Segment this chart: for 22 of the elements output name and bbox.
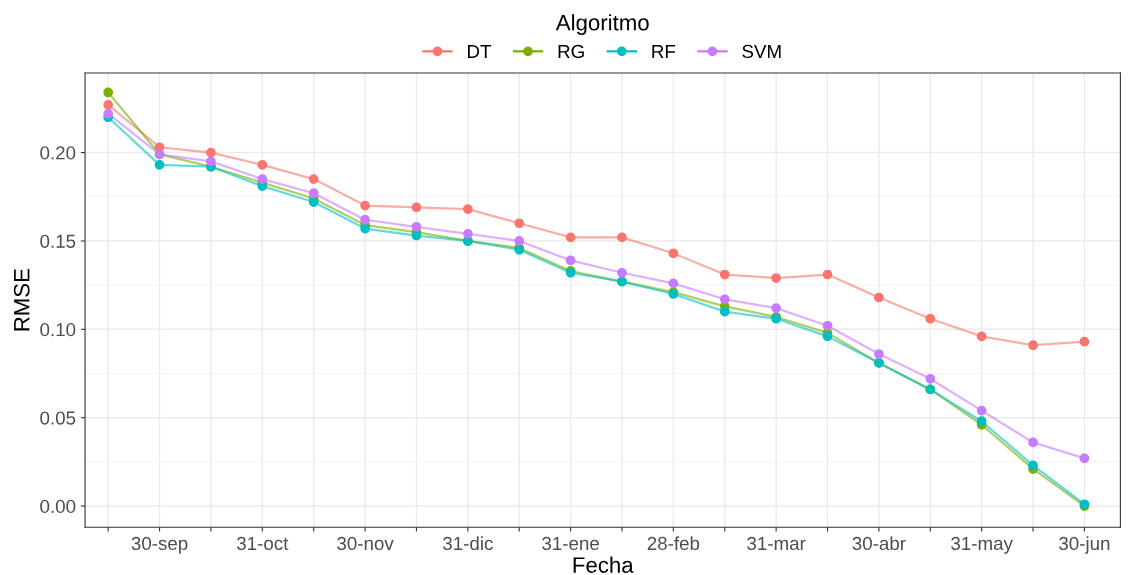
legend-label: SVM (742, 44, 781, 59)
x-tick-label: 28-feb (647, 536, 700, 551)
y-axis-title: RMSE (13, 269, 30, 331)
y-tick-label: 0.20 (40, 146, 76, 160)
legend-label: RG (558, 44, 584, 59)
x-tick-label: 31-oct (236, 536, 289, 551)
legend-label: RF (652, 44, 676, 58)
y-tick-label: 0.10 (40, 323, 76, 337)
x-tick-label: 30-sep (131, 536, 188, 554)
x-axis-title: Fecha (573, 556, 634, 573)
x-tick-label: 31-dic (443, 536, 493, 551)
x-tick-label: 30-jun (1059, 536, 1110, 554)
x-tick-label: 30-nov (337, 536, 394, 551)
legend-label: DT (468, 44, 492, 58)
x-tick-label: 31-mar (747, 536, 806, 551)
legend-title: Algoritmo (555, 14, 649, 35)
y-tick-label: 0.15 (40, 234, 76, 248)
y-tick-label: 0.00 (40, 499, 76, 514)
x-tick-label: 30-abr (852, 536, 906, 551)
x-tick-label: 31-ene (542, 536, 599, 551)
x-tick-label: 31-may (951, 536, 1013, 554)
y-tick-label: 0.05 (40, 411, 76, 425)
